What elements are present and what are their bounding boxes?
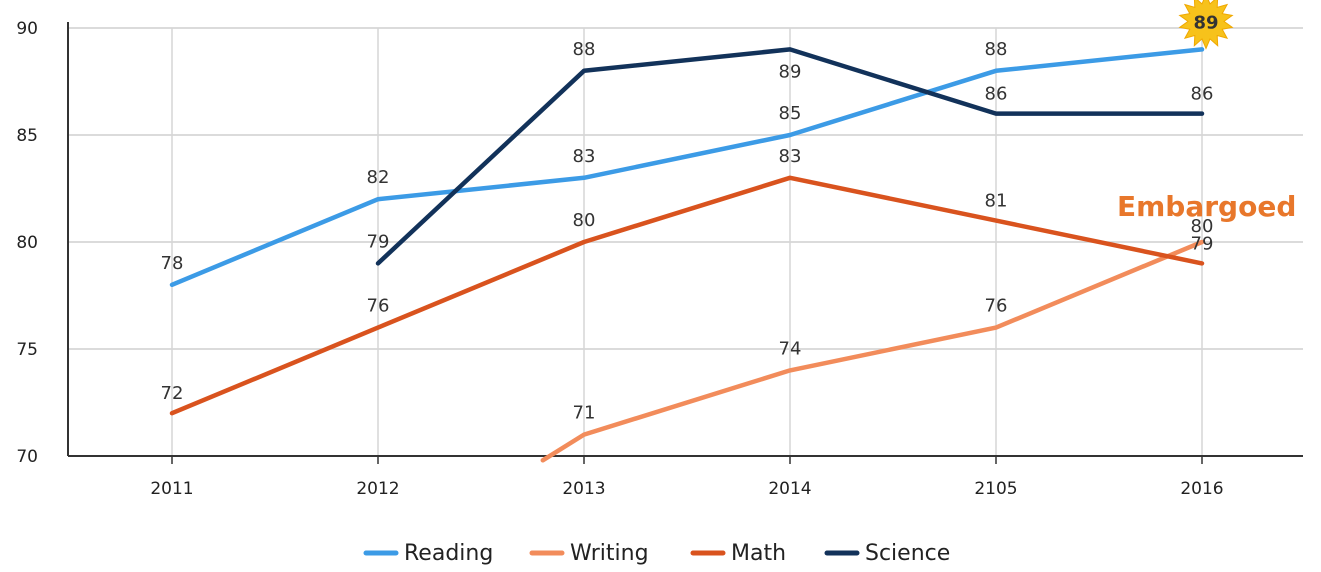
embargoed-annotation: Embargoed xyxy=(1117,190,1296,223)
series-line-science xyxy=(375,47,1205,266)
series-line-math xyxy=(169,175,1205,416)
data-label-science: 89 xyxy=(779,61,802,82)
x-tick-label: 2014 xyxy=(768,479,811,499)
y-tick-label: 75 xyxy=(16,340,38,360)
data-label-reading: 78 xyxy=(161,253,184,274)
starburst-icon xyxy=(1178,0,1234,50)
x-tick-label: 2012 xyxy=(356,479,399,499)
data-label-reading: 82 xyxy=(367,167,390,188)
series-line-reading xyxy=(169,47,1205,288)
data-label-writing: 80 xyxy=(1191,216,1214,237)
x-tick-label: 2016 xyxy=(1180,479,1223,499)
data-label-reading: 88 xyxy=(985,39,1008,60)
series-lines xyxy=(169,47,1205,463)
data-label-writing: 76 xyxy=(985,296,1008,317)
data-label-science: 86 xyxy=(1191,84,1214,105)
data-label-science: 88 xyxy=(573,39,596,60)
legend: Reading Writing Math Science xyxy=(363,541,950,566)
data-label-math: 79 xyxy=(1191,233,1214,254)
data-label-math: 83 xyxy=(779,146,802,167)
badge-value: 89 xyxy=(1193,12,1218,33)
x-tick-label: 2105 xyxy=(974,479,1017,499)
data-label-reading: 83 xyxy=(573,146,596,167)
data-label-writing: 74 xyxy=(779,338,802,359)
legend-label: Science xyxy=(865,541,950,566)
data-label-math: 81 xyxy=(985,191,1008,212)
grid xyxy=(68,27,1303,456)
series-line-writing xyxy=(540,239,1205,463)
data-labels: 78 82 83 85 88 71 74 76 80 72 76 80 83 81 79 79 88 89 86 86 xyxy=(161,39,1214,424)
y-tick-label: 70 xyxy=(16,447,38,467)
x-tick-label: 2011 xyxy=(150,479,193,499)
data-label-writing: 71 xyxy=(573,403,596,424)
highlight-badge: 89 xyxy=(1178,0,1234,50)
legend-label: Writing xyxy=(570,541,649,566)
data-label-reading: 85 xyxy=(779,103,802,124)
y-tick-label: 85 xyxy=(16,126,38,146)
axes: 70 75 80 85 90 2011 2012 2013 2014 2105 2016 xyxy=(16,19,1303,499)
data-label-math: 72 xyxy=(161,383,184,404)
data-label-math: 76 xyxy=(367,296,390,317)
data-label-math: 80 xyxy=(573,210,596,231)
y-tick-label: 90 xyxy=(16,19,38,39)
legend-label: Reading xyxy=(404,541,493,566)
y-tick-label: 80 xyxy=(16,233,38,253)
data-label-science: 79 xyxy=(367,231,390,252)
legend-label: Math xyxy=(731,541,786,566)
x-tick-label: 2013 xyxy=(562,479,605,499)
data-label-science: 86 xyxy=(985,84,1008,105)
